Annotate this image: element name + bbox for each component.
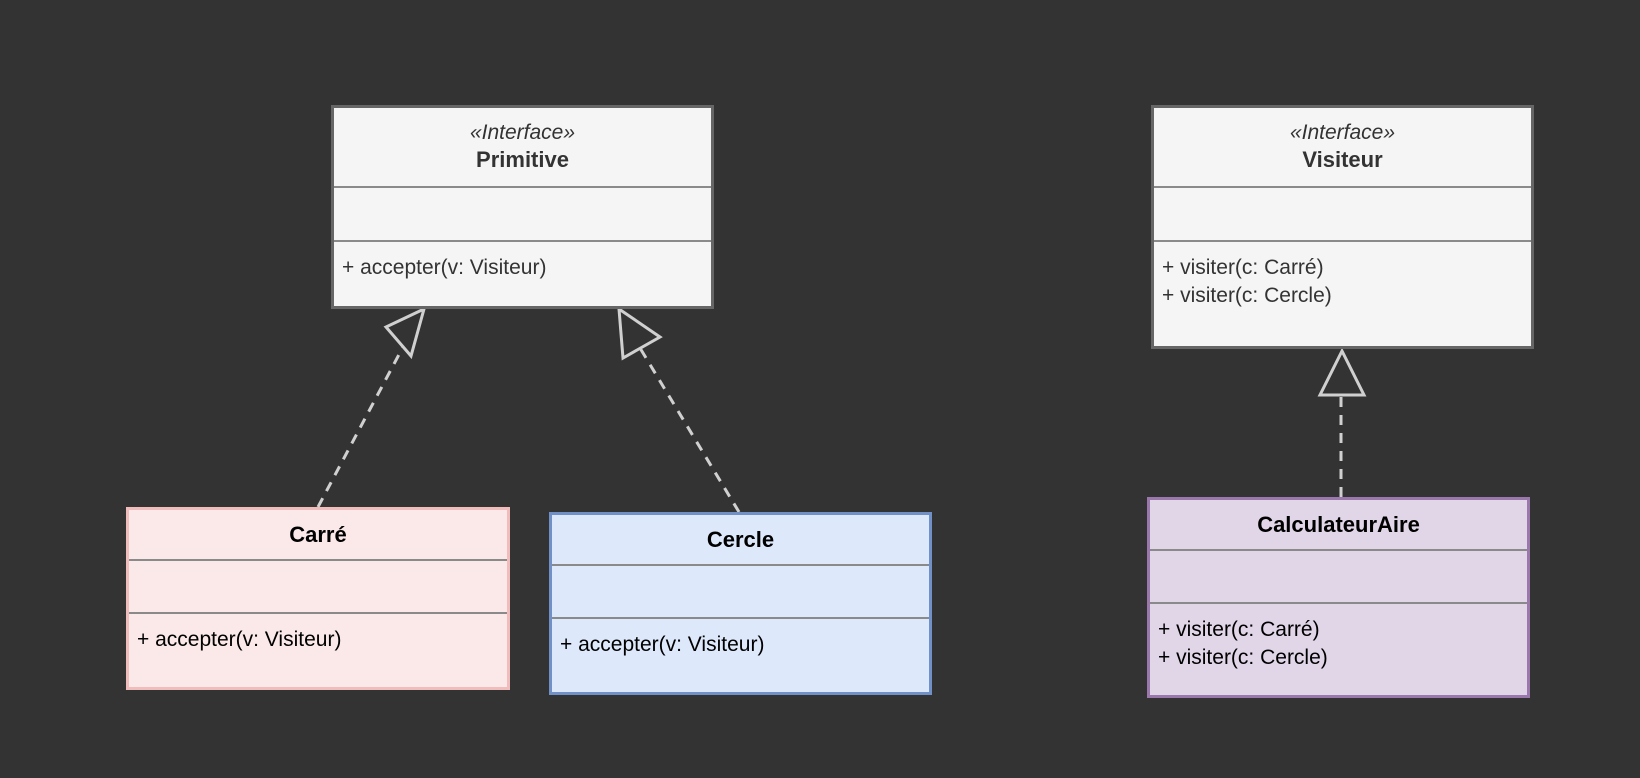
realization-arrowhead-primitive-left — [383, 306, 427, 360]
realization-arrowhead-visiteur — [1317, 347, 1367, 397]
class-primitive-attributes — [334, 188, 711, 242]
class-carre-methods: + accepter(v: Visiteur) — [129, 614, 507, 654]
class-primitive-name: Primitive — [476, 147, 569, 172]
class-carre-header: Carré — [129, 510, 507, 561]
class-calculateur-aire[interactable]: CalculateurAire + visiter(c: Carré) + vi… — [1147, 497, 1530, 698]
class-primitive[interactable]: «Interface» Primitive + accepter(v: Visi… — [331, 105, 714, 309]
class-calculateur-aire-attributes — [1150, 551, 1527, 604]
class-visiteur-attributes — [1154, 188, 1531, 242]
method-item: + accepter(v: Visiteur) — [560, 633, 765, 656]
class-cercle-header: Cercle — [552, 515, 929, 566]
class-carre-attributes — [129, 561, 507, 614]
realization-line-carre-primitive — [316, 346, 405, 508]
class-visiteur[interactable]: «Interface» Visiteur + visiter(c: Carré)… — [1151, 105, 1534, 349]
class-visiteur-header: «Interface» Visiteur — [1154, 108, 1531, 188]
method-item: + visiter(c: Carré) — [1158, 618, 1320, 641]
method-item: + visiter(c: Cercle) — [1158, 646, 1328, 669]
class-visiteur-methods: + visiter(c: Carré) + visiter(c: Cercle) — [1154, 242, 1531, 310]
class-primitive-header: «Interface» Primitive — [334, 108, 711, 188]
realization-line-cercle-primitive — [638, 347, 741, 513]
method-item: + visiter(c: Carré) — [1162, 256, 1324, 279]
method-item: + accepter(v: Visiteur) — [342, 256, 547, 279]
class-primitive-methods: + accepter(v: Visiteur) — [334, 242, 711, 282]
class-calculateur-aire-methods: + visiter(c: Carré) + visiter(c: Cercle) — [1150, 604, 1527, 672]
class-cercle[interactable]: Cercle + accepter(v: Visiteur) — [549, 512, 932, 695]
class-visiteur-stereotype: «Interface» — [1289, 121, 1396, 144]
class-primitive-stereotype: «Interface» — [469, 121, 576, 144]
class-visiteur-name: Visiteur — [1302, 147, 1383, 172]
method-item: + visiter(c: Cercle) — [1162, 284, 1332, 307]
method-item: + accepter(v: Visiteur) — [137, 628, 342, 651]
class-cercle-attributes — [552, 566, 929, 619]
class-cercle-methods: + accepter(v: Visiteur) — [552, 619, 929, 659]
realization-arrowhead-primitive-right — [617, 305, 663, 361]
class-cercle-name: Cercle — [706, 526, 775, 552]
class-carre-name: Carré — [289, 521, 347, 547]
class-calculateur-aire-header: CalculateurAire — [1150, 500, 1527, 551]
class-calculateur-aire-name: CalculateurAire — [1257, 511, 1420, 537]
class-carre[interactable]: Carré + accepter(v: Visiteur) — [126, 507, 510, 690]
